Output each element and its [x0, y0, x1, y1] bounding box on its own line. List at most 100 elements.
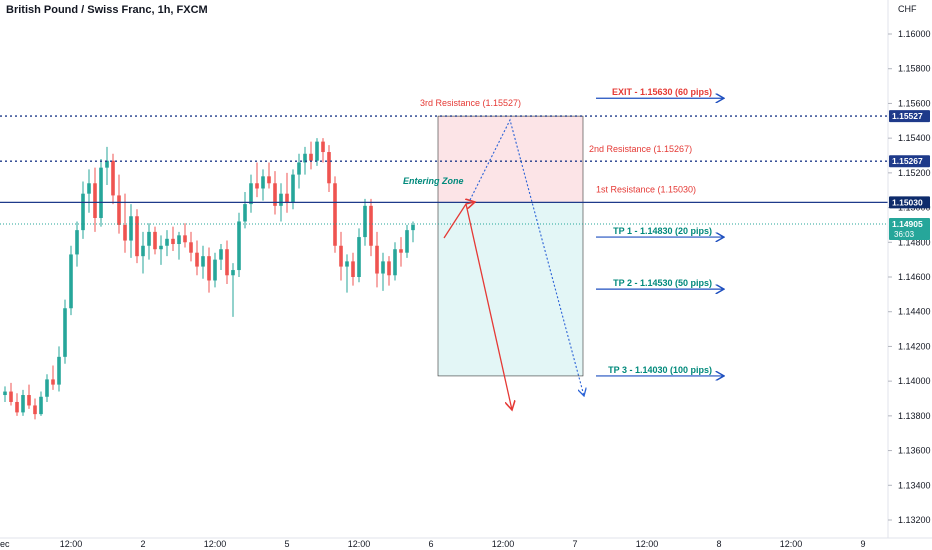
x-tick-label: 12:00: [204, 539, 227, 549]
target-label: EXIT - 1.15630 (60 pips): [612, 87, 712, 97]
candle-body: [285, 193, 289, 203]
x-tick-label: ec: [0, 539, 10, 549]
y-tick-label: 1.16000: [898, 29, 931, 39]
candle-body: [237, 221, 241, 271]
candle-body: [369, 205, 373, 246]
candle-body: [189, 242, 193, 253]
candle-body: [165, 238, 169, 246]
candle-body: [357, 237, 361, 277]
candle-body: [87, 183, 91, 194]
resistance-1-annotation: 1st Resistance (1.15030): [596, 184, 696, 194]
candle-body: [93, 183, 97, 218]
candle-body: [309, 153, 313, 161]
candle-body: [255, 183, 259, 189]
y-tick-label: 1.15800: [898, 64, 931, 74]
resistance-2-tag-label: 1.15267: [892, 156, 923, 166]
candle-body: [225, 249, 229, 276]
candle-body: [153, 231, 157, 250]
entering-zone-label: Entering Zone: [403, 176, 464, 186]
candle-body: [69, 254, 73, 309]
position-boxes: [437, 115, 584, 377]
x-tick-label: 7: [572, 539, 577, 549]
candle-body: [321, 141, 325, 153]
candle-body: [345, 261, 349, 267]
candle-body: [75, 230, 79, 255]
x-tick-label: 2: [140, 539, 145, 549]
candle-body: [111, 160, 115, 196]
x-tick-label: 12:00: [492, 539, 515, 549]
candle-body: [183, 235, 187, 243]
resistance-1-tag-label: 1.15030: [892, 197, 923, 207]
x-tick-label: 9: [860, 539, 865, 549]
candle-body: [291, 174, 295, 203]
y-tick-label: 1.15200: [898, 168, 931, 178]
candle-body: [27, 395, 31, 406]
x-tick-label: 12:00: [636, 539, 659, 549]
candle-body: [315, 141, 319, 161]
x-tick-label: 5: [284, 539, 289, 549]
y-tick-label: 1.14800: [898, 237, 931, 247]
y-tick-label: 1.14200: [898, 341, 931, 351]
y-tick-label: 1.13600: [898, 446, 931, 456]
target-label: TP 3 - 1.14030 (100 pips): [608, 365, 712, 375]
y-tick-label: 1.13400: [898, 480, 931, 490]
candle-body: [375, 245, 379, 274]
candle-body: [3, 391, 7, 396]
candle-body: [39, 396, 43, 415]
candle-body: [243, 204, 247, 222]
candle-body: [327, 152, 331, 184]
candle-body: [159, 245, 163, 250]
candle-body: [21, 395, 25, 413]
current-price-tag-label: 1.14905: [892, 219, 923, 229]
candle-body: [33, 405, 37, 415]
target-label: TP 1 - 1.14830 (20 pips): [613, 226, 712, 236]
candle-body: [339, 245, 343, 267]
resistance-3-tag: [889, 110, 930, 123]
y-tick-label: 1.14000: [898, 376, 931, 386]
x-tick-label: 12:00: [60, 539, 83, 549]
projection-path: [469, 118, 584, 396]
candle-body: [297, 162, 301, 175]
price-axis: CHF 1.16000 1.15800 1.15600 1.15400 1.15200 1.…: [887, 0, 931, 538]
candle-body: [393, 249, 397, 276]
x-tick-label: 6: [428, 539, 433, 549]
risk-box: [437, 115, 584, 203]
candle-body: [57, 356, 61, 385]
candles: [3, 138, 415, 420]
symbol-title: British Pound / Swiss Franc, 1h, FXCM: [6, 4, 208, 16]
resistance-3-annotation: 3rd Resistance (1.15527): [420, 98, 521, 108]
resistance-3-tag-label: 1.15527: [892, 111, 923, 121]
candle-body: [303, 153, 307, 163]
time-axis: ec 12:00 2 12:00 5 12:00 6 12:00 7 12:00 8 12:00 9: [0, 537, 932, 549]
drawings: 3rd Resistance (1.15527) 2nd Resistance (…: [403, 87, 724, 410]
resistance-1-tag: [889, 196, 930, 209]
candle-body: [51, 379, 55, 385]
candle-body: [201, 256, 205, 267]
candle-body: [273, 183, 277, 206]
resistance-2-tag: [889, 155, 930, 168]
current-price-tag: [889, 218, 930, 241]
candle-body: [405, 230, 409, 253]
candle-body: [351, 261, 355, 277]
candle-body: [141, 245, 145, 257]
candle-body: [135, 216, 139, 257]
x-tick-label: 12:00: [348, 539, 371, 549]
candle-body: [219, 249, 223, 260]
levels: [0, 115, 888, 225]
x-tick-label: 8: [716, 539, 721, 549]
candle-body: [63, 308, 67, 357]
resistance-2-annotation: 2nd Resistance (1.15267): [589, 144, 692, 154]
candle-body: [399, 249, 403, 253]
candle-body: [279, 193, 283, 206]
candle-body: [411, 224, 415, 231]
candle-body: [117, 195, 121, 225]
entry-arrow-head: [466, 202, 475, 204]
candle-body: [333, 183, 337, 246]
candle-body: [195, 252, 199, 267]
candle-body: [261, 176, 265, 189]
x-tick-label: 12:00: [780, 539, 803, 549]
candle-body: [105, 160, 109, 168]
currency-label: CHF: [898, 4, 917, 14]
y-tick-label: 1.15400: [898, 133, 931, 143]
